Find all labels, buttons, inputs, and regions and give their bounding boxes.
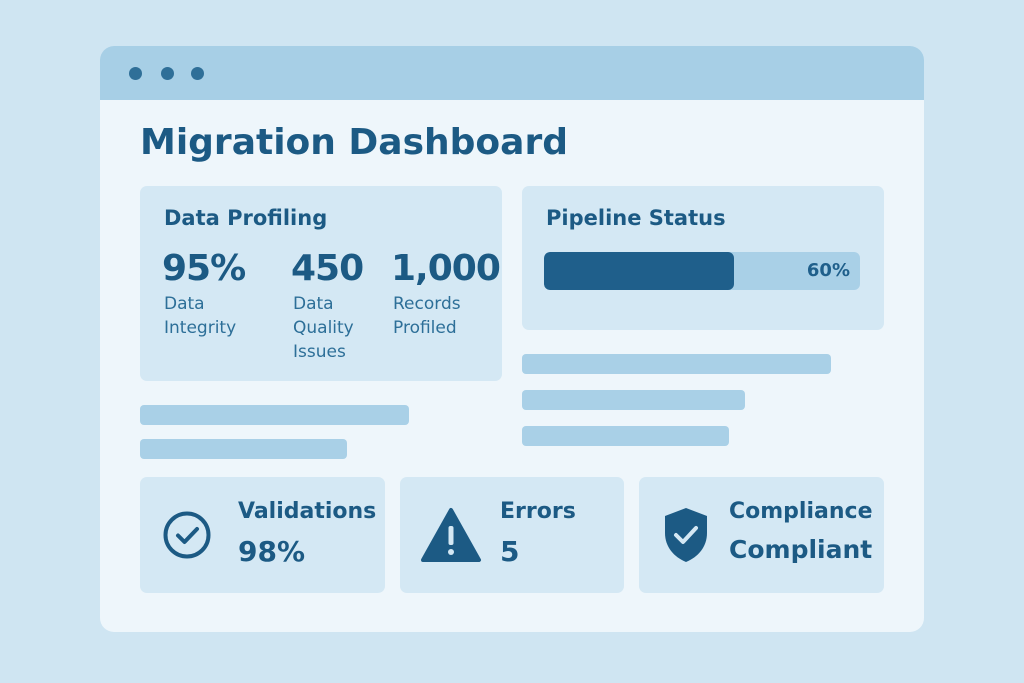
validations-card: Validations 98%	[140, 477, 385, 593]
metric-value-records-profiled: 1,000	[391, 248, 501, 289]
compliance-value: Compliant	[729, 535, 873, 564]
metric-label-data-integrity: Data Integrity	[164, 294, 237, 338]
validations-label: Validations	[238, 499, 377, 524]
metric-value-data-quality-issues: 450	[291, 248, 364, 289]
errors-value: 5	[500, 535, 520, 568]
metric-label-data-quality-issues: Data Quality Issues	[293, 294, 354, 362]
window-control-dot[interactable]	[191, 67, 204, 80]
compliance-card: Compliance Compliant	[639, 477, 884, 593]
placeholder-text-line	[140, 405, 409, 425]
window-titlebar	[100, 46, 924, 100]
data-profiling-card: Data Profiling 95% Data Integrity 450 Da…	[140, 186, 502, 381]
page-title: Migration Dashboard	[140, 122, 568, 163]
shield-check-icon	[665, 508, 707, 562]
placeholder-text-line	[522, 390, 745, 410]
pipeline-progress-bar: 60%	[544, 252, 860, 290]
errors-label: Errors	[500, 499, 576, 524]
placeholder-text-line	[522, 354, 831, 374]
window-control-dot[interactable]	[161, 67, 174, 80]
warning-triangle-icon	[421, 508, 481, 562]
placeholder-text-line	[140, 439, 347, 459]
check-circle-icon	[163, 511, 211, 559]
compliance-label: Compliance	[729, 499, 873, 524]
validations-value: 98%	[238, 535, 306, 568]
pipeline-status-title: Pipeline Status	[546, 206, 726, 230]
placeholder-text-line	[522, 426, 729, 446]
dashboard-window: Migration Dashboard Data Profiling 95% D…	[100, 46, 924, 632]
pipeline-progress-text: 60%	[806, 260, 850, 281]
pipeline-status-card: Pipeline Status 60%	[522, 186, 884, 330]
pipeline-progress-fill	[544, 252, 734, 290]
data-profiling-title: Data Profiling	[164, 206, 328, 230]
window-control-dot[interactable]	[129, 67, 142, 80]
metric-label-records-profiled: Records Profiled	[393, 294, 461, 338]
errors-card: Errors 5	[400, 477, 624, 593]
metric-value-data-integrity: 95%	[162, 248, 246, 289]
